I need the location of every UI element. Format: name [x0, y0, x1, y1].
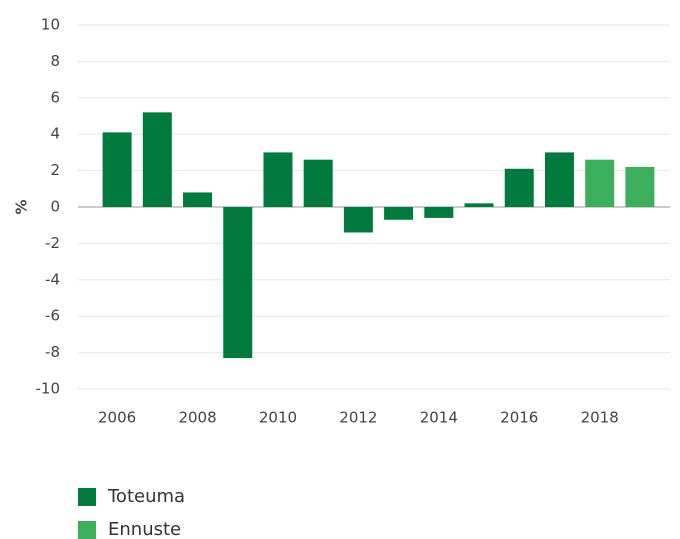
y-tick-label: 4 [50, 125, 60, 143]
x-tick-label: 2016 [500, 409, 538, 427]
x-tick-label: 2008 [178, 409, 216, 427]
y-tick-label: 0 [50, 198, 60, 216]
legend-label: Ennuste [108, 519, 181, 539]
y-tick-label: -8 [45, 343, 60, 361]
y-tick-label: -2 [45, 234, 60, 252]
y-tick-label: -6 [45, 307, 60, 325]
bar [585, 159, 615, 207]
y-tick-label: -4 [45, 270, 60, 288]
bar [625, 166, 655, 207]
x-tick-label: 2012 [339, 409, 377, 427]
x-tick-label: 2014 [420, 409, 458, 427]
bar [223, 207, 253, 359]
bar [504, 168, 534, 207]
bar [424, 207, 454, 218]
bar [464, 203, 494, 207]
x-tick-label: 2010 [259, 409, 297, 427]
bar [384, 207, 414, 220]
bar [343, 207, 373, 233]
bar [544, 152, 574, 207]
bar [303, 159, 333, 207]
y-tick-label: 10 [41, 16, 60, 34]
y-tick-label: 2 [50, 161, 60, 179]
y-tick-label: 6 [50, 88, 60, 106]
legend-label: Toteuma [107, 486, 185, 507]
legend-swatch [78, 488, 96, 506]
y-tick-label: 8 [50, 52, 60, 70]
y-tick-label: -10 [36, 380, 61, 398]
bar [183, 192, 213, 207]
legend-swatch [78, 521, 96, 539]
x-tick-label: 2006 [98, 409, 136, 427]
x-tick-label: 2018 [581, 409, 619, 427]
bar [142, 112, 172, 207]
bar [102, 132, 132, 207]
bar [263, 152, 293, 207]
y-axis-label: % [13, 199, 31, 214]
